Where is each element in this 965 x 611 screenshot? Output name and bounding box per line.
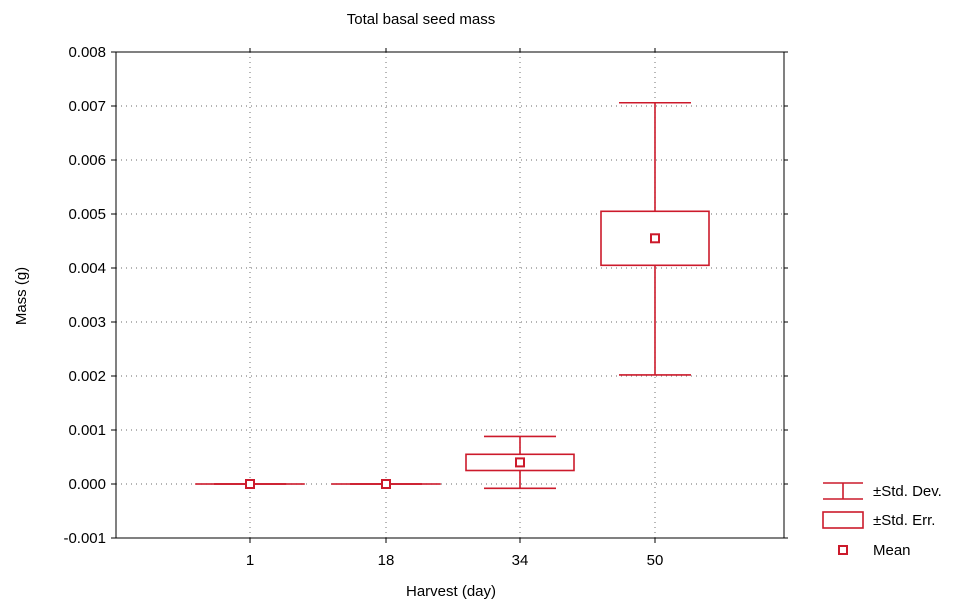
legend-label: ±Std. Err. xyxy=(873,512,935,529)
y-tick-label: 0.000 xyxy=(68,476,106,493)
y-tick-label: 0.008 xyxy=(68,44,106,61)
y-tick-label: 0.007 xyxy=(68,98,106,115)
legend-box-symbol xyxy=(822,511,864,529)
x-tick-label: 18 xyxy=(378,552,395,569)
box-group-18 xyxy=(331,479,441,489)
mean-marker xyxy=(381,479,391,489)
x-tick-label: 1 xyxy=(246,552,254,569)
y-tick-label: 0.002 xyxy=(68,368,106,385)
y-tick-label: 0.006 xyxy=(68,152,106,169)
y-tick-label: 0.001 xyxy=(68,422,106,439)
legend-entry-std-err: ±Std. Err. xyxy=(822,511,935,529)
box-group-34 xyxy=(465,435,575,490)
legend: ±Std. Dev. ±Std. Err. Mean xyxy=(822,482,942,559)
y-axis-label: Mass (g) xyxy=(13,267,30,325)
mean-marker xyxy=(515,457,525,468)
legend-label: ±Std. Dev. xyxy=(873,483,942,500)
y-tick-label: 0.003 xyxy=(68,314,106,331)
legend-entry-mean: Mean xyxy=(838,542,911,559)
plot-marks xyxy=(195,101,710,490)
legend-label: Mean xyxy=(873,542,911,559)
mean-marker xyxy=(650,233,660,244)
chart-title: Total basal seed mass xyxy=(347,11,495,28)
y-tick-label: 0.004 xyxy=(68,260,106,277)
x-tick-label: 50 xyxy=(647,552,664,569)
y-axis-ticks: -0.001 0.000 0.001 0.002 0.003 0.004 0.005 0.00… xyxy=(63,44,788,547)
y-tick-label: 0.005 xyxy=(68,206,106,223)
box-group-1 xyxy=(195,479,305,489)
box-group-50 xyxy=(600,101,710,376)
legend-entry-std-dev: ±Std. Dev. xyxy=(823,482,942,500)
x-axis-ticks: 1 18 34 50 xyxy=(246,48,664,569)
y-tick-label: -0.001 xyxy=(63,530,106,547)
mean-marker xyxy=(245,479,255,489)
x-axis-label: Harvest (day) xyxy=(406,583,496,600)
legend-mean-symbol xyxy=(838,545,848,555)
grid-lines xyxy=(116,52,784,538)
plot-frame xyxy=(115,51,785,539)
x-tick-label: 34 xyxy=(512,552,529,569)
